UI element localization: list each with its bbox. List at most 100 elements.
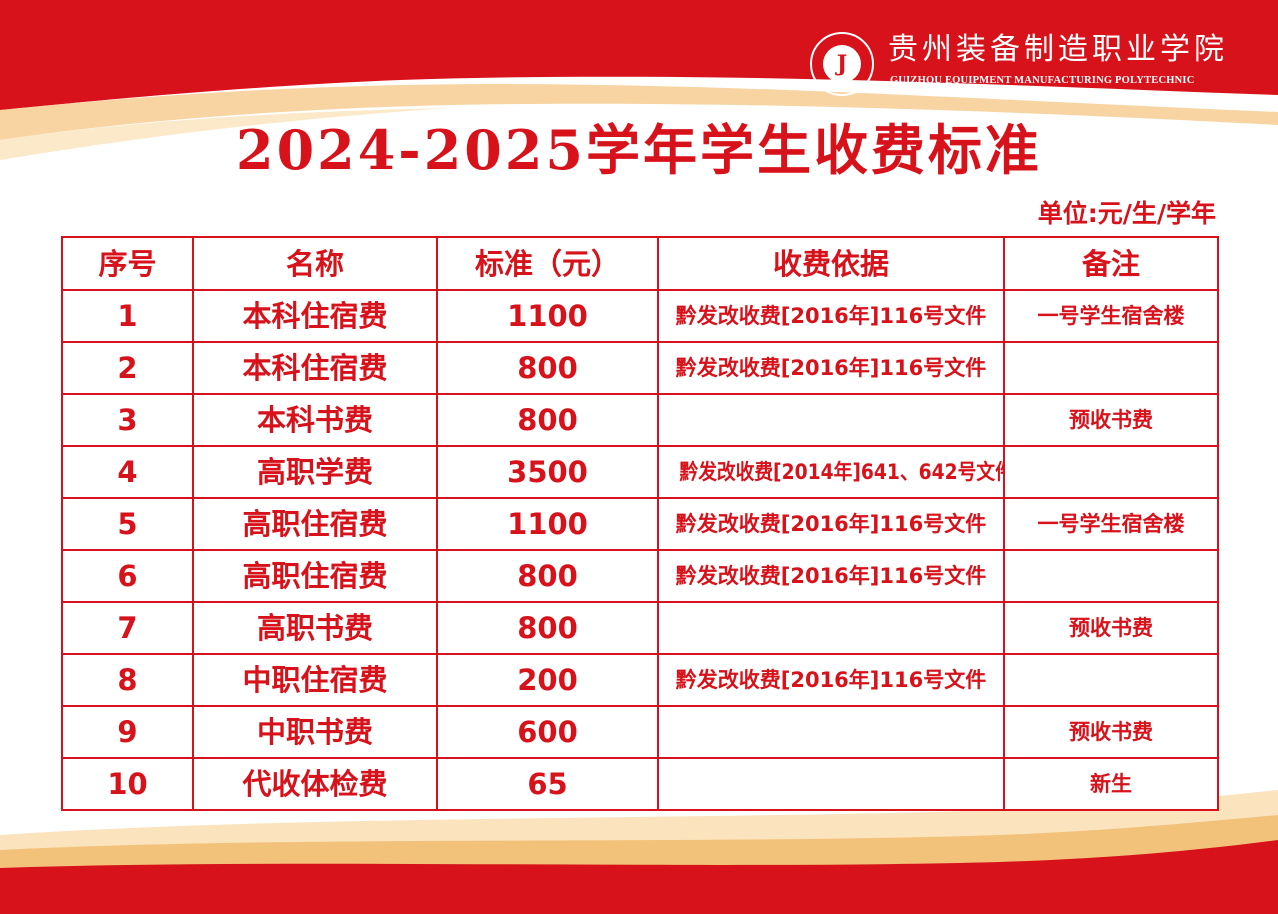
cell-index-text: 7: [117, 611, 138, 645]
cell-name: 本科住宿费: [192, 289, 438, 343]
cell-basis: [657, 705, 1005, 759]
cell-index: 3: [61, 393, 194, 447]
cell-basis-text: 黔发改收费[2016年]116号文件: [675, 356, 987, 380]
table-row: 3 本科书费 800 预收书费: [61, 393, 1219, 447]
cell-name-text: 高职学费: [256, 455, 373, 489]
cell-basis: 黔发改收费[2016年]116号文件: [657, 549, 1005, 603]
cell-name-text: 中职住宿费: [242, 663, 388, 697]
cell-name: 代收体检费: [192, 757, 438, 811]
cell-name-text: 代收体检费: [242, 767, 388, 801]
cell-basis: [657, 757, 1005, 811]
table-row: 8 中职住宿费 200 黔发改收费[2016年]116号文件: [61, 653, 1219, 707]
cell-name: 本科住宿费: [192, 341, 438, 395]
cell-index-text: 5: [117, 507, 138, 541]
cell-name-text: 高职住宿费: [242, 559, 388, 593]
cell-name-text: 中职书费: [256, 715, 373, 749]
cell-remark-text: 一号学生宿舍楼: [1037, 512, 1185, 536]
cell-basis-text: 黔发改收费[2016年]116号文件: [675, 668, 987, 692]
cell-basis-text: 黔发改收费[2016年]116号文件: [675, 304, 987, 328]
cell-remark: [1003, 549, 1219, 603]
table-row: 7 高职书费 800 预收书费: [61, 601, 1219, 655]
cell-standard: 1100: [436, 289, 659, 343]
cell-index: 7: [61, 601, 194, 655]
cell-standard-text: 800: [517, 559, 578, 593]
fee-table: 序号 名称 标准（元） 收费依据 备注 1 本科住宿费 1100 黔发改收费[2016年]11…: [61, 236, 1219, 811]
cell-basis-text: 黔发改收费[2014年]641、642号文件: [679, 460, 1004, 484]
cell-name: 高职住宿费: [192, 497, 438, 551]
cell-name: 高职住宿费: [192, 549, 438, 603]
cell-remark-text: 新生: [1090, 772, 1132, 796]
cell-name-text: 本科住宿费: [242, 299, 388, 333]
cell-standard-text: 600: [517, 715, 578, 749]
cell-basis: 黔发改收费[2016年]116号文件: [657, 497, 1005, 551]
cell-basis-text: 黔发改收费[2016年]116号文件: [675, 564, 987, 588]
cell-standard-text: 800: [517, 351, 578, 385]
cell-basis: 黔发改收费[2016年]116号文件: [657, 653, 1005, 707]
cell-name-text: 高职书费: [256, 611, 373, 645]
cell-index-text: 2: [117, 351, 138, 385]
cell-remark: 预收书费: [1003, 393, 1219, 447]
cell-basis: 黔发改收费[2014年]641、642号文件: [657, 445, 1005, 499]
cell-index: 5: [61, 497, 194, 551]
cell-index-text: 6: [117, 559, 138, 593]
header-index: 序号: [61, 236, 194, 291]
cell-standard: 1100: [436, 497, 659, 551]
header-standard: 标准（元）: [436, 236, 659, 291]
header-basis: 收费依据: [657, 236, 1005, 291]
school-name-cn: 贵州装备制造职业学院: [888, 32, 1228, 67]
cell-remark: 新生: [1003, 757, 1219, 811]
header-name: 名称: [192, 236, 438, 291]
table-row: 6 高职住宿费 800 黔发改收费[2016年]116号文件: [61, 549, 1219, 603]
cell-standard: 800: [436, 601, 659, 655]
cell-index: 9: [61, 705, 194, 759]
header-remark: 备注: [1003, 236, 1219, 291]
cell-index: 8: [61, 653, 194, 707]
cell-standard-text: 3500: [507, 455, 588, 489]
table-row: 9 中职书费 600 预收书费: [61, 705, 1219, 759]
school-logo: J: [810, 32, 874, 96]
cell-index: 6: [61, 549, 194, 603]
cell-remark-text: 预收书费: [1069, 616, 1153, 640]
cell-index-text: 9: [117, 715, 138, 749]
cell-name-text: 高职住宿费: [242, 507, 388, 541]
cell-remark-text: 一号学生宿舍楼: [1037, 304, 1185, 328]
cell-standard: 200: [436, 653, 659, 707]
cell-standard-text: 1100: [507, 507, 588, 541]
cell-remark: 预收书费: [1003, 705, 1219, 759]
cell-name: 中职住宿费: [192, 653, 438, 707]
cell-standard: 800: [436, 549, 659, 603]
cell-basis-text: 黔发改收费[2016年]116号文件: [675, 512, 987, 536]
cell-index: 10: [61, 757, 194, 811]
cell-index-text: 8: [117, 663, 138, 697]
cell-name: 高职学费: [192, 445, 438, 499]
cell-name: 中职书费: [192, 705, 438, 759]
cell-basis: 黔发改收费[2016年]116号文件: [657, 289, 1005, 343]
table-row: 1 本科住宿费 1100 黔发改收费[2016年]116号文件 一号学生宿舍楼: [61, 289, 1219, 343]
cell-index-text: 3: [117, 403, 138, 437]
school-logo-emblem: J: [823, 45, 861, 83]
cell-name: 高职书费: [192, 601, 438, 655]
cell-index: 4: [61, 445, 194, 499]
school-name-en: GUIZHOU EQUIPMENT MANUFACTURING POLYTECH…: [890, 75, 1195, 86]
cell-standard: 600: [436, 705, 659, 759]
cell-standard-text: 800: [517, 611, 578, 645]
table-row: 4 高职学费 3500 黔发改收费[2014年]641、642号文件: [61, 445, 1219, 499]
cell-standard: 3500: [436, 445, 659, 499]
cell-standard: 800: [436, 341, 659, 395]
cell-remark: [1003, 445, 1219, 499]
table-header-row: 序号 名称 标准（元） 收费依据 备注: [61, 236, 1219, 291]
cell-basis: 黔发改收费[2016年]116号文件: [657, 341, 1005, 395]
cell-standard-text: 65: [527, 767, 568, 801]
cell-standard-text: 200: [517, 663, 578, 697]
cell-basis: [657, 601, 1005, 655]
table-row: 10 代收体检费 65 新生: [61, 757, 1219, 811]
page-title: 2024-2025学年学生收费标准: [236, 118, 1042, 182]
cell-remark: 预收书费: [1003, 601, 1219, 655]
cell-remark-text: 预收书费: [1069, 408, 1153, 432]
cell-index: 1: [61, 289, 194, 343]
table-row: 2 本科住宿费 800 黔发改收费[2016年]116号文件: [61, 341, 1219, 395]
cell-index-text: 4: [117, 455, 138, 489]
cell-standard: 800: [436, 393, 659, 447]
cell-remark: [1003, 653, 1219, 707]
cell-basis: [657, 393, 1005, 447]
